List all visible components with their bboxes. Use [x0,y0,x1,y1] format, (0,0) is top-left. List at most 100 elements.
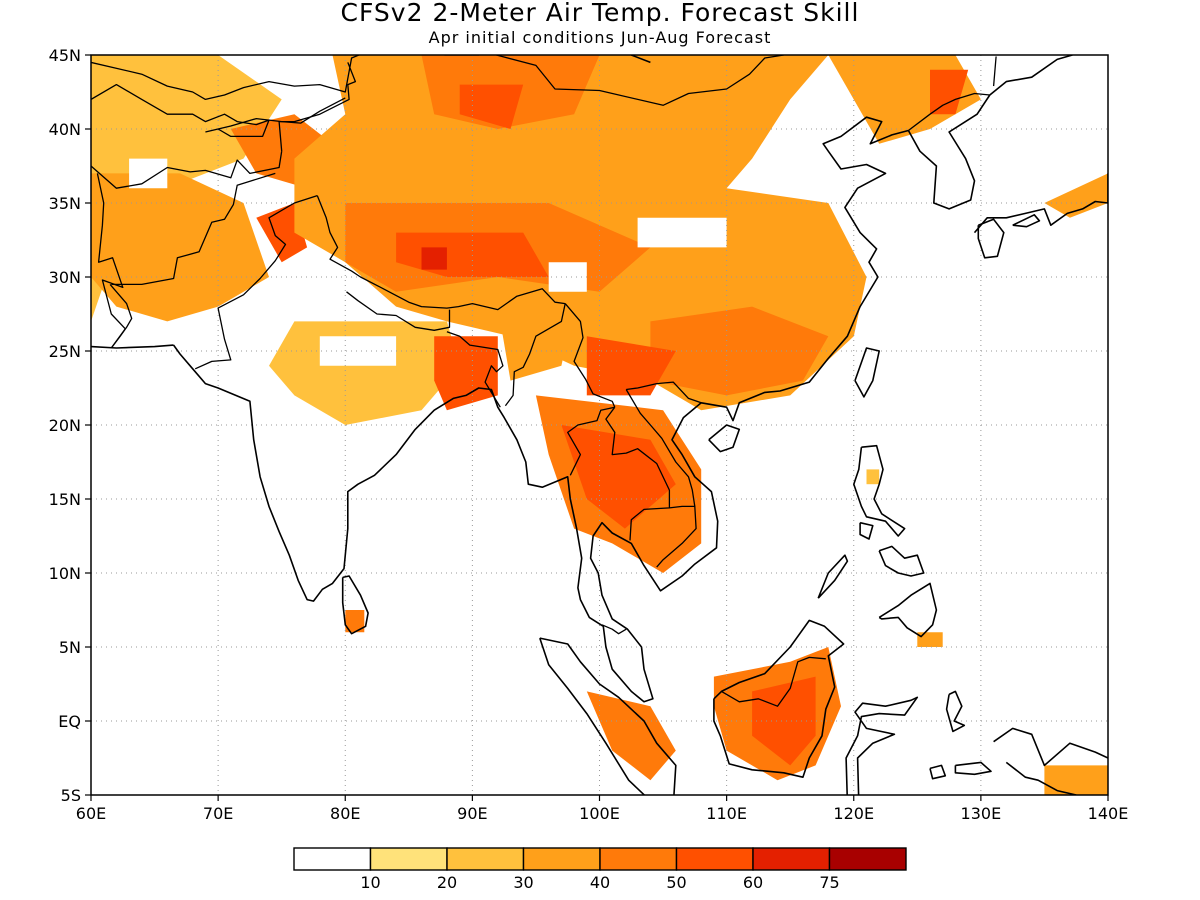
coastline-kyushu-coast [977,218,1005,259]
border-iran-afghan [96,173,126,349]
border-bangladesh-border [446,331,504,408]
y-tick-label: 40N [49,120,81,139]
border-laos-vietnam [626,381,702,404]
coastline-hainan-coast [708,424,741,453]
skill-region-central-asia-iran [91,55,282,322]
coastline-russia-coast [989,55,1073,96]
coastline-iran-coast [91,344,174,349]
colorbar-swatch [675,847,754,871]
skill-region-china-white-1 [637,217,727,248]
chart-title: CFSv2 2-Meter Air Temp. Forecast Skill [340,0,860,27]
border-mongolia-china [444,55,784,106]
skill-shading [91,55,1108,795]
colorbar-swatch [446,847,525,871]
coastline-seram-coast [954,761,992,776]
border-tajik-china [278,62,357,152]
skill-region-pakistan-afghanistan [91,173,269,322]
colorbar-label: 20 [437,873,457,892]
coastline-taiwan-coast [854,347,881,398]
skill-region-yunnan-hot [586,336,676,396]
colorbar-swatch [828,847,907,871]
y-tick-label: 5N [59,638,81,657]
x-tick-label: 120E [833,804,874,823]
coastline-sulawesi-coast [845,696,919,795]
y-tick-label: 30N [49,268,81,287]
colorbar-label: 75 [819,873,839,892]
skill-region-sumatra-south [586,691,676,781]
skill-region-south-china [650,306,829,396]
border-nepal-india [346,291,451,331]
x-tick-label: 130E [961,804,1002,823]
skill-region-new-guinea [1044,765,1108,795]
y-tick-label: 20N [49,416,81,435]
x-tick-label: 100E [579,804,620,823]
y-tick-label: 5S [61,786,81,805]
coastline-sri-lanka-coast [341,575,369,635]
x-tick-label: 90E [457,804,487,823]
colorbar-label: 40 [590,873,610,892]
border-kazakh-border [91,55,361,101]
border-malaysia-thai [601,624,627,635]
skill-region-tibet-white-1 [548,262,587,292]
country-borders [91,55,997,707]
border-turkmen-border [91,151,283,189]
coastline-new-guinea-coast [993,727,1108,767]
coastline-mindoro-coast [859,521,874,540]
coastline-palawan-coast [817,554,849,599]
skill-region-indochina-hot [561,425,676,529]
colorbar-label: 10 [360,873,380,892]
coastline-luzon-coast [852,444,906,537]
skill-region-philippines [917,632,943,647]
x-tick-label: 140E [1088,804,1129,823]
skill-region-korea-hot [930,69,969,115]
skill-region-bangladesh [434,336,498,411]
x-tick-label: 60E [76,804,106,823]
coastline-pakistan-india-coast [172,116,909,703]
colorbar-swatch [522,847,601,871]
border-thai-myanmar [567,406,615,476]
skill-region-central-asia-white-1 [129,158,168,189]
coastline-visayas-coast [878,545,925,577]
colorbar-label: 50 [666,873,686,892]
coastline-sumatra-coast [539,637,677,795]
colorbar-swatch [599,847,678,871]
coastline-halmahera-coast [945,690,966,733]
coastline-new-guinea-south [1005,761,1077,795]
border-pak-india [194,194,318,370]
skill-region-tibet-hot-spot [421,247,447,270]
coastline-shikoku-coast [1012,214,1041,228]
x-axis-ticks: 60E 70E 80E 90E 100E 110E 120E 130E 140E [76,795,1129,823]
colorbar-label: 30 [513,873,533,892]
skill-region-japan-south [1044,173,1108,218]
skill-region-india-central [269,321,460,425]
coastline-korea-coast [907,94,991,210]
coastline-lake-baikal-south [631,55,651,64]
x-tick-label: 80E [330,804,360,823]
y-tick-label: 10N [49,564,81,583]
skill-region-luzon [866,469,880,485]
coastline-japan-coast [973,173,1108,234]
border-china-russia [992,56,997,87]
border-india-china [316,195,566,311]
coastline-buru-coast [929,764,947,780]
y-tick-label: EQ [58,712,81,731]
border-borneo-border [721,656,826,707]
y-tick-label: 35N [49,194,81,213]
x-tick-label: 110E [706,804,747,823]
border-myanmar-china [564,303,616,408]
border-pak-afghan [111,172,276,286]
border-cambodia-vietnam [656,505,697,568]
y-tick-label: 15N [49,490,81,509]
y-tick-label: 25N [49,342,81,361]
border-myanmar-india [504,303,566,407]
skill-region-sri-lanka [345,610,365,633]
border-china-korea [908,92,990,132]
coastline-mindanao-coast [878,582,938,638]
border-indochina-internal [605,406,671,541]
colorbar-label: 60 [743,873,763,892]
border-laos-vietnam-2 [625,389,696,507]
colorbar-swatch [752,847,831,871]
y-axis-ticks: 45N 40N 35N 30N 25N 20N 15N 10N 5N EQ 5S [49,46,91,805]
colorbar-swatch [293,847,372,871]
